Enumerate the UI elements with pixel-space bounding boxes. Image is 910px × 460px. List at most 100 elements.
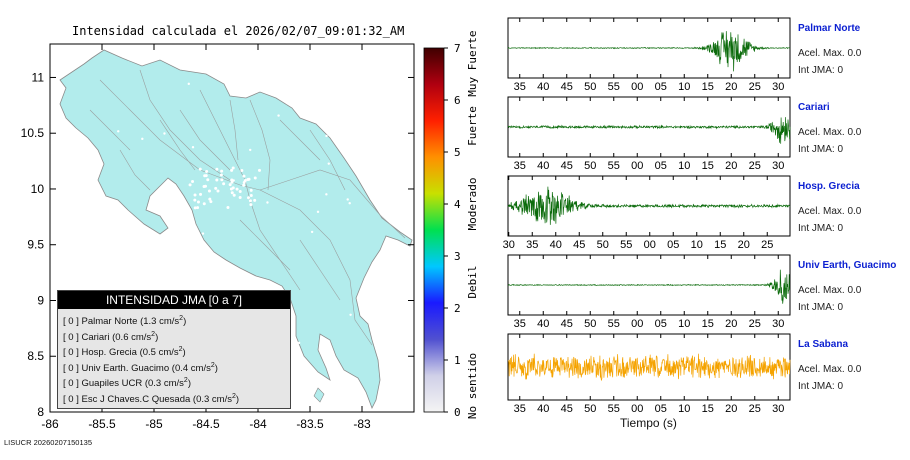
map-x-tick-label: -85.5 [88, 417, 116, 431]
legend-station-name: Palmar Norte [81, 316, 141, 328]
road-line [239, 219, 291, 271]
station-dot [220, 178, 224, 182]
trace-x-tick-label: 30 [772, 160, 784, 172]
station-dot [198, 167, 202, 171]
station-dot [348, 202, 351, 205]
station-dot [346, 198, 349, 201]
trace-x-tick-label: 55 [608, 81, 620, 93]
colorbar-tick-label: 5 [454, 146, 461, 159]
trace-station-name: La Sabana [798, 339, 849, 350]
trace-x-tick-label: 05 [655, 81, 667, 93]
trace-x-tick-label: 00 [631, 318, 643, 330]
colorbar-category-label: Muy Fuerte [466, 30, 479, 96]
map-x-tick-label: -83.5 [296, 417, 324, 431]
station-dot [186, 277, 190, 280]
trace-x-tick-label: 20 [725, 160, 737, 172]
legend-row: [ 0 ] Guapiles UCR (0.3 cm/s2) [63, 377, 191, 389]
station-dot [307, 112, 311, 116]
trace-x-tick-label: 10 [678, 81, 690, 93]
station-dot [163, 132, 166, 135]
colorbar-tick-label: 2 [454, 302, 461, 315]
station-dot [191, 180, 195, 184]
map-y-tick-label: 9 [37, 293, 44, 307]
station-dot [249, 203, 253, 207]
station-dot [247, 196, 251, 200]
legend-close: ) [187, 378, 191, 390]
trace-x-tick-label: 50 [584, 160, 596, 172]
trace-x-tick-label: 45 [561, 81, 573, 93]
legend-station-name: Univ Earth. Guacimo [81, 362, 172, 374]
station-dot [310, 230, 314, 234]
legend-close: ) [182, 347, 186, 359]
legend-close: ) [235, 393, 240, 405]
trace-x-tick-label: 45 [561, 403, 573, 415]
trace-x-tick-label: 25 [749, 403, 761, 415]
legend-value: (0.5 cm/s [139, 347, 179, 359]
island [313, 387, 325, 403]
legend-row: [ 0 ] Cariari (0.6 cm/s2) [63, 331, 158, 343]
legend-value: (1.3 cm/s [140, 316, 180, 328]
trace-x-tick-label: 30 [503, 239, 515, 251]
trace-x-tick-label: 50 [584, 81, 596, 93]
road-line [249, 99, 271, 191]
trace-x-tick-label: 50 [597, 239, 609, 251]
station-dot [206, 178, 210, 182]
road-line [299, 239, 341, 301]
trace-x-tick-label: 45 [561, 160, 573, 172]
station-dot [265, 283, 268, 286]
station-dot [349, 313, 352, 316]
colorbar-tick-label: 1 [454, 354, 461, 367]
legend-value: (0.3 cm/s [144, 378, 184, 390]
trace-int-label: Int JMA: 0 [798, 223, 844, 234]
station-dot [253, 176, 257, 180]
station-dot [232, 193, 236, 197]
legend-station-name: Esc J Chaves.C Quesada [81, 393, 193, 405]
road-line [199, 89, 301, 291]
map-x-tick-label: -84.5 [192, 417, 220, 431]
road-line [179, 109, 231, 171]
map-frame [49, 43, 415, 413]
trace-x-tick-label: 55 [620, 239, 632, 251]
station-dot [222, 182, 226, 186]
trace-x-tick-label: 40 [537, 403, 549, 415]
station-dot [220, 169, 224, 173]
road-line [279, 119, 321, 161]
station-dot [230, 191, 234, 195]
legend-row: [ 0 ] Esc J Chaves.C Quesada (0.3 cm/s2) [63, 393, 239, 405]
station-dot [229, 187, 233, 191]
station-dot [128, 254, 131, 257]
station-dot [362, 286, 365, 290]
station-dot [253, 198, 257, 202]
map-y-tick-label: 10 [31, 182, 45, 196]
road-line [229, 99, 239, 161]
colorbar-tick-label: 0 [454, 406, 461, 419]
trace-x-tick-label: 40 [537, 81, 549, 93]
colorbar-category-label: Fuerte [466, 106, 479, 146]
station-dot [349, 159, 352, 163]
map-y-tick-label: 8 [37, 405, 44, 419]
trace-x-tick-label: 00 [644, 239, 656, 251]
legend-sup: 2 [231, 392, 236, 400]
trace-x-tick-label: 15 [702, 160, 714, 172]
station-dot [191, 145, 195, 149]
station-dot [196, 206, 200, 210]
colorbar-gradient [423, 47, 445, 413]
trace-x-tick-label: 45 [573, 239, 585, 251]
station-dot [110, 232, 113, 235]
station-dot [297, 341, 301, 345]
traces-xlabel: Tiempo (s) [620, 416, 677, 430]
trace-x-tick-label: 15 [702, 318, 714, 330]
station-dot [193, 206, 197, 210]
footer-id: LISUCR 20260207150135 [4, 438, 92, 447]
colorbar-tick-label: 7 [454, 42, 461, 55]
station-dot [117, 130, 120, 133]
station-dot [141, 137, 144, 141]
station-dot [249, 148, 252, 152]
station-dot [204, 174, 208, 178]
trace-x-tick-label: 40 [537, 160, 549, 172]
colorbar-category-label: Debil [466, 265, 479, 298]
map-y-tick-label: 8.5 [27, 349, 44, 363]
legend-level: [ 0 ] [63, 362, 82, 374]
